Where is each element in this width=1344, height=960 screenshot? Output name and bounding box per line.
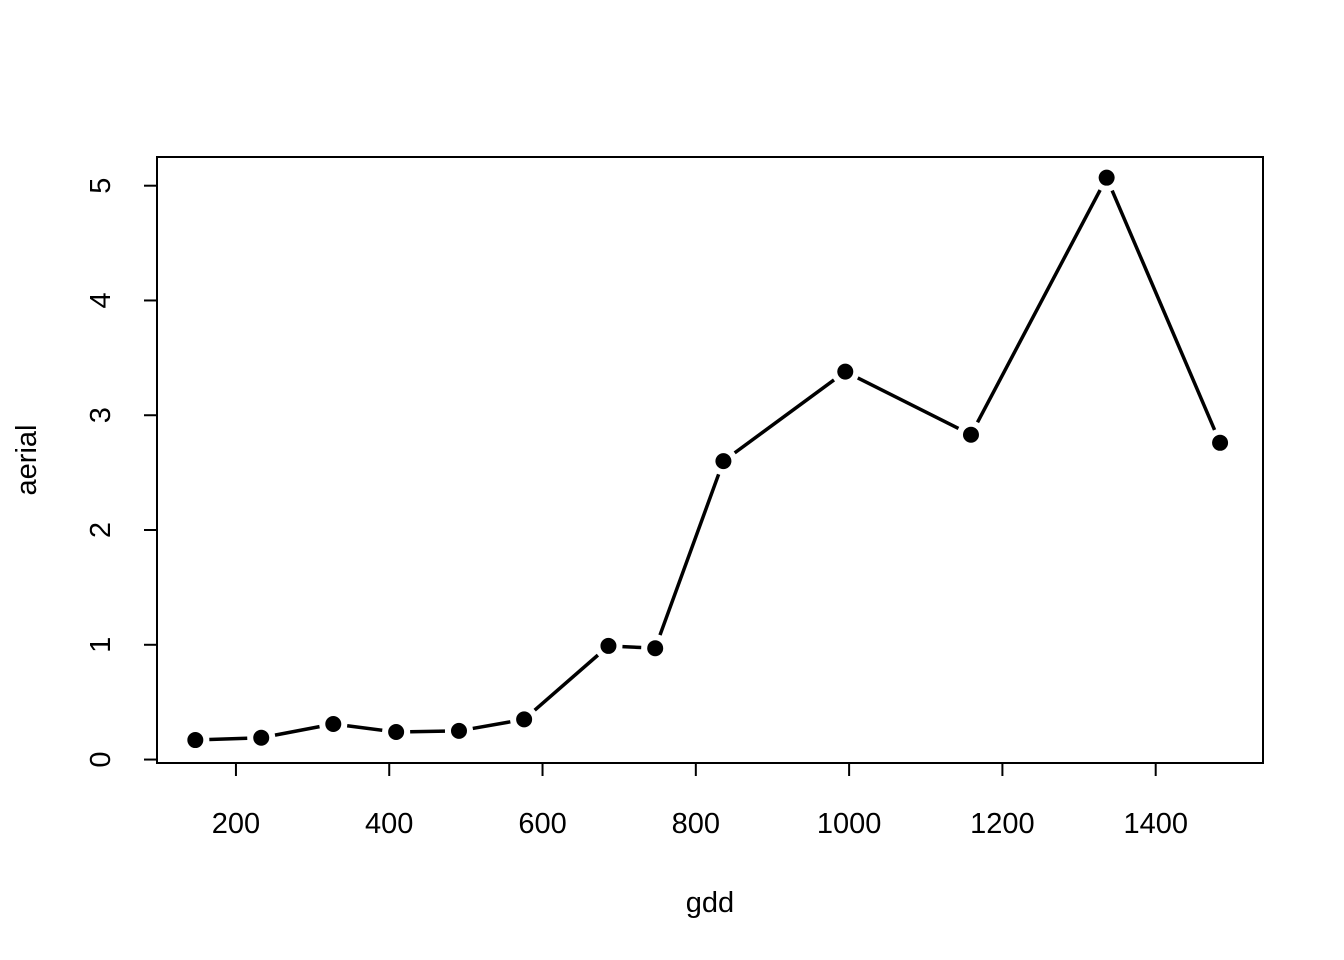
x-tick-label: 200 (212, 808, 260, 840)
y-tick-label: 0 (85, 751, 117, 767)
x-tick-label: 600 (518, 808, 566, 840)
series-segment (410, 729, 446, 734)
data-point (516, 711, 533, 728)
series-layer (187, 169, 1229, 749)
series-segment (274, 724, 320, 737)
series-segment (1110, 189, 1217, 431)
y-axis-label: aerial (11, 425, 43, 496)
data-point (1212, 434, 1229, 451)
x-tick-label: 1400 (1123, 808, 1188, 840)
data-point (388, 724, 405, 741)
data-point (450, 722, 467, 739)
data-point (253, 729, 270, 746)
series-segment (857, 376, 960, 431)
data-point (962, 426, 979, 443)
x-tick-label: 1000 (817, 808, 882, 840)
series-segment (733, 378, 836, 455)
y-tick-label: 4 (85, 292, 117, 308)
y-tick-label: 3 (85, 407, 117, 423)
data-point (715, 453, 732, 470)
data-point (325, 715, 342, 732)
data-point (647, 640, 664, 657)
y-axis: 0 1 2 3 4 5 (85, 178, 158, 768)
x-tick-label: 1200 (970, 808, 1035, 840)
series-segment (658, 473, 721, 636)
x-axis-label: gdd (686, 887, 734, 919)
data-point (600, 637, 617, 654)
data-point (837, 363, 854, 380)
series-segment (533, 653, 600, 712)
data-point (187, 732, 204, 749)
series-segment (472, 720, 511, 731)
y-tick-label: 5 (85, 178, 117, 194)
data-point (1098, 169, 1115, 186)
series-segment (346, 724, 383, 732)
x-tick-label: 800 (672, 808, 720, 840)
x-tick-label: 400 (365, 808, 413, 840)
series-segment (209, 736, 248, 742)
series-segment (975, 189, 1102, 424)
y-tick-label: 1 (85, 637, 117, 653)
plot-frame (156, 156, 1264, 764)
x-axis: 200 400 600 800 1000 1200 1400 (212, 762, 1188, 840)
y-tick-label: 2 (85, 522, 117, 538)
series-segment (622, 644, 642, 650)
